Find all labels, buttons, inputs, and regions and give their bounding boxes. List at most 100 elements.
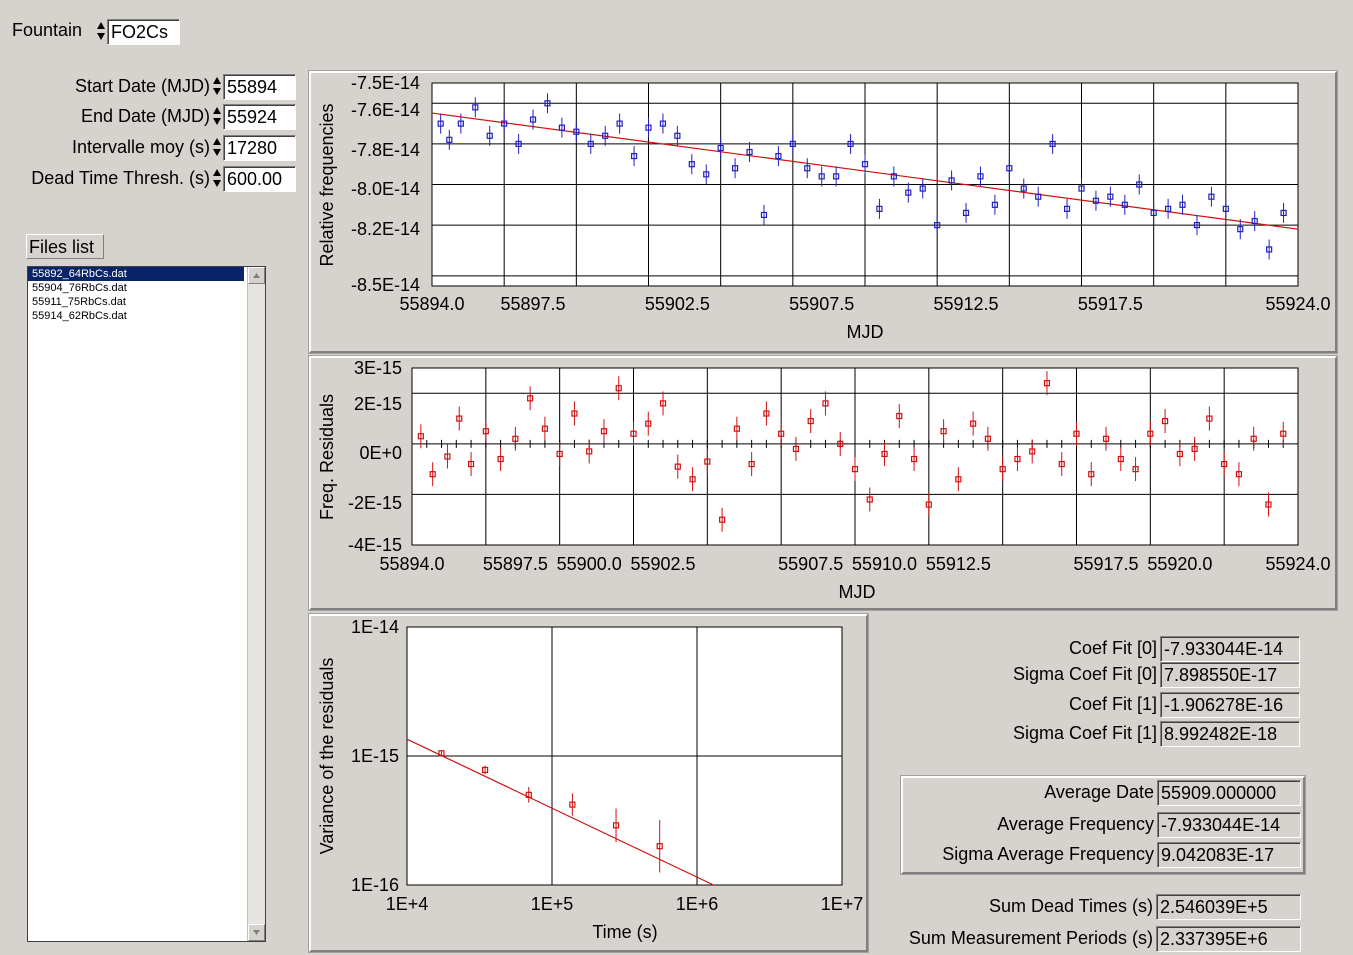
data-point [948, 177, 955, 184]
data-point [1280, 430, 1287, 437]
data-point [876, 205, 883, 212]
param-field[interactable]: 55924 [223, 104, 296, 130]
y-tick-label: -7.8E-14 [351, 140, 420, 160]
data-point [733, 425, 740, 432]
scroll-down-button[interactable] [248, 924, 265, 941]
result-value: 7.898550E-17 [1160, 662, 1300, 688]
scroll-up-button[interactable] [248, 267, 265, 284]
file-list-item[interactable]: 55911_75RbCs.dat [32, 296, 126, 308]
data-point [645, 420, 652, 427]
y-tick-label: -2E-15 [348, 493, 402, 513]
data-point [934, 222, 941, 229]
fountain-spinner[interactable] [97, 20, 106, 44]
data-point [1250, 435, 1257, 442]
file-list-item[interactable]: 55892_64RbCs.dat [28, 267, 244, 281]
files-scrollbar[interactable] [247, 267, 265, 941]
result-value: -7.933044E-14 [1160, 636, 1300, 662]
data-point [851, 466, 859, 473]
spin-up-icon[interactable] [97, 22, 105, 29]
data-point [1251, 217, 1258, 225]
data-point [890, 173, 897, 180]
data-point [991, 201, 999, 208]
data-point [818, 173, 825, 180]
data-point [544, 100, 551, 107]
data-point [977, 173, 984, 180]
data-point [457, 120, 464, 127]
data-point [999, 466, 1006, 473]
average-group [901, 776, 1305, 874]
data-point [472, 104, 479, 111]
spin-up-icon[interactable] [213, 169, 221, 176]
data-point [1176, 450, 1183, 458]
data-point [1191, 445, 1198, 453]
data-point [587, 140, 594, 147]
y-tick-label: 0E+0 [359, 443, 402, 463]
x-axis-label: MJD [839, 582, 876, 602]
fountain-field[interactable]: FO2Cs [107, 19, 180, 45]
param-label: End Date (MJD) [80, 106, 210, 126]
data-point [847, 140, 854, 147]
spin-down-icon[interactable] [213, 88, 221, 95]
result-label: Sum Dead Times (s) [988, 896, 1153, 916]
file-list-item[interactable]: 55904_76RbCs.dat [32, 282, 127, 294]
result-value: 9.042083E-17 [1157, 842, 1301, 868]
data-point [760, 211, 768, 219]
data-point [674, 132, 681, 139]
file-list-item[interactable]: 55914_62RbCs.dat [32, 310, 127, 322]
y-axis-label: Variance of the residuals [317, 658, 337, 855]
param-spinner[interactable] [213, 167, 222, 191]
data-point [1266, 246, 1273, 253]
data-point [612, 822, 620, 829]
y-tick-label: -8.5E-14 [351, 275, 420, 295]
spin-up-icon[interactable] [213, 138, 221, 145]
data-point [1088, 471, 1095, 478]
data-point [556, 450, 563, 458]
data-point [881, 450, 888, 458]
data-point [905, 189, 912, 196]
x-tick-label: 1E+4 [386, 894, 429, 914]
y-tick-label: 1E-15 [351, 746, 399, 766]
data-point [558, 124, 566, 131]
data-point [482, 428, 489, 435]
data-point [1237, 226, 1244, 233]
y-axis-label: Freq. Residuals [317, 394, 337, 520]
data-point [446, 136, 453, 143]
data-point [1221, 460, 1228, 468]
param-field[interactable]: 17280 [223, 135, 296, 161]
data-point [1043, 380, 1051, 387]
spin-down-icon[interactable] [213, 180, 221, 187]
data-point [438, 750, 445, 757]
spin-up-icon[interactable] [213, 107, 221, 114]
data-point [1035, 193, 1042, 200]
data-point [718, 516, 726, 523]
y-tick-label: 2E-15 [354, 394, 402, 414]
param-spinner[interactable] [213, 75, 222, 99]
param-spinner[interactable] [213, 136, 222, 160]
data-point [763, 410, 770, 417]
data-point [746, 148, 753, 156]
data-point [789, 140, 796, 147]
spin-down-icon[interactable] [213, 118, 221, 125]
x-axis-label: MJD [847, 322, 884, 342]
data-point [1150, 209, 1157, 217]
result-label: Average Frequency [997, 814, 1154, 834]
param-field[interactable]: 600.00 [223, 166, 296, 192]
param-spinner[interactable] [213, 105, 222, 129]
data-point [1014, 455, 1021, 463]
x-tick-label: 55910.0 [852, 554, 917, 574]
spin-down-icon[interactable] [97, 33, 105, 40]
param-field[interactable]: 55894 [223, 74, 296, 100]
chevron-up-icon [253, 273, 260, 278]
files-list[interactable]: 55892_64RbCs.dat 55904_76RbCs.dat 55911_75… [27, 266, 266, 942]
data-point [600, 428, 608, 435]
data-point [822, 400, 829, 407]
result-value: -1.906278E-16 [1160, 692, 1300, 718]
x-tick-label: 55924.0 [1265, 294, 1330, 314]
data-point [807, 418, 814, 425]
spin-up-icon[interactable] [213, 77, 221, 84]
spin-down-icon[interactable] [213, 149, 221, 156]
data-point [688, 161, 695, 168]
data-point [1136, 181, 1143, 188]
data-point [1092, 197, 1100, 204]
